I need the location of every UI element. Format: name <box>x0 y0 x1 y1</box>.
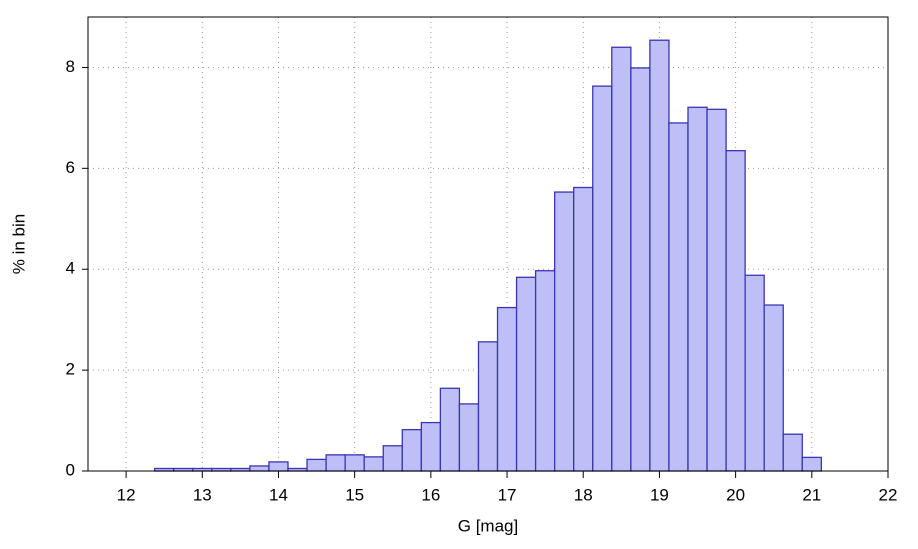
bar <box>496 306 518 472</box>
x-axis-label: G [mag] <box>458 516 518 535</box>
y-tick-label: 8 <box>66 57 75 76</box>
bar <box>515 276 537 472</box>
bar <box>592 85 613 472</box>
bar <box>344 454 365 472</box>
x-tick-label: 13 <box>193 485 212 504</box>
bar <box>611 46 632 472</box>
bar <box>534 270 556 472</box>
y-tick-label: 0 <box>66 460 75 479</box>
x-tick-label: 14 <box>269 485 288 504</box>
bar <box>573 186 594 472</box>
bar <box>458 403 480 472</box>
x-tick-label: 12 <box>117 485 136 504</box>
bar <box>801 456 822 472</box>
bar <box>325 454 346 472</box>
bar <box>687 106 708 472</box>
y-axis-label: % in bin <box>9 214 28 274</box>
x-tick-label: 21 <box>802 485 821 504</box>
y-tick-label: 6 <box>66 158 75 177</box>
plot-frame <box>87 16 889 472</box>
y-tick-label: 2 <box>66 360 75 379</box>
bar <box>763 304 784 472</box>
bar <box>382 445 403 472</box>
x-tick-label: 18 <box>574 485 593 504</box>
x-tick-label: 15 <box>345 485 364 504</box>
bar <box>401 428 422 472</box>
x-tick-label: 17 <box>498 485 517 504</box>
x-tick-label: 19 <box>650 485 669 504</box>
bar <box>744 274 765 472</box>
bar <box>706 108 727 472</box>
y-tick-label: 4 <box>66 259 75 278</box>
bar <box>630 67 651 472</box>
bar <box>554 191 575 472</box>
bar <box>668 122 689 472</box>
bar <box>649 39 670 472</box>
bar <box>477 341 499 472</box>
x-tick-label: 16 <box>421 485 440 504</box>
bar <box>363 456 384 472</box>
bar <box>725 150 746 472</box>
x-tick-label: 20 <box>726 485 745 504</box>
bar <box>268 461 289 472</box>
bar <box>420 421 442 472</box>
bar <box>249 465 270 472</box>
bar <box>439 387 461 472</box>
x-tick-label: 22 <box>879 485 898 504</box>
bar <box>306 458 327 472</box>
bar <box>782 433 803 472</box>
